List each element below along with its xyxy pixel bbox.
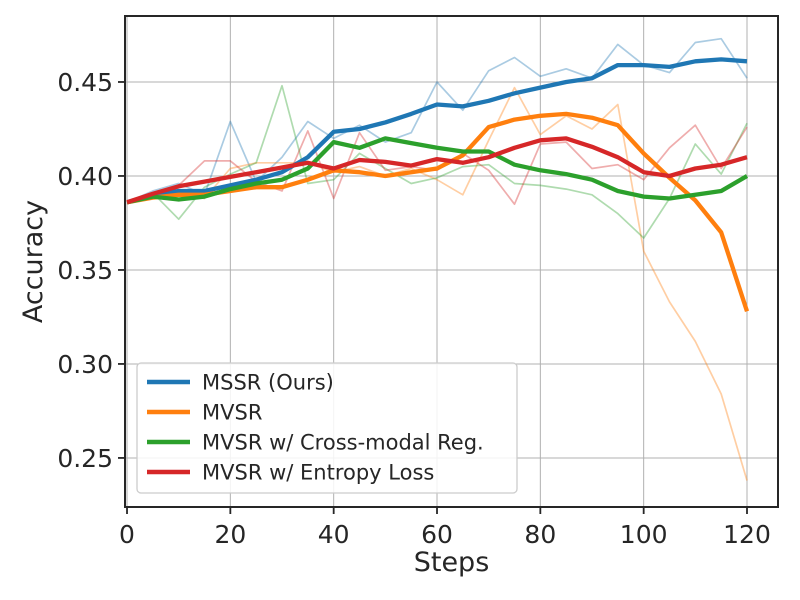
axes-ticks: 0.25 0.30 0.35 0.40 0.45 0 20 40 60 80 100 120 — [57, 68, 771, 549]
x-tick-label-0: 0 — [119, 520, 135, 549]
y-tick-label-0.30: 0.30 — [57, 350, 113, 379]
legend-entry-mvsr: MVSR — [147, 401, 262, 425]
legend-entry-mssr: MSSR (Ours) — [147, 371, 334, 395]
y-axis-label: Accuracy — [18, 200, 49, 323]
series-lines — [126, 37, 750, 481]
y-tick-label-0.25: 0.25 — [57, 444, 113, 473]
x-tick-label-40: 40 — [318, 520, 350, 549]
x-tick-label-80: 80 — [524, 520, 556, 549]
legend-label-mssr: MSSR (Ours) — [202, 371, 334, 395]
x-tick-label-20: 20 — [214, 520, 246, 549]
y-tick-label-0.40: 0.40 — [57, 162, 113, 191]
legend-label-mvsr: MVSR — [202, 401, 262, 425]
legend-label-mvsr-cross-modal: MVSR w/ Cross-modal Reg. — [202, 431, 484, 455]
line-mssr — [126, 57, 748, 205]
legend-entry-mvsr-cross-modal: MVSR w/ Cross-modal Reg. — [147, 431, 484, 455]
legend-entry-mvsr-entropy: MVSR w/ Entropy Loss — [147, 461, 434, 485]
y-tick-label-0.35: 0.35 — [57, 256, 113, 285]
x-axis-label: Steps — [414, 547, 490, 578]
legend-label-mvsr-entropy: MVSR w/ Entropy Loss — [202, 461, 434, 485]
line-mvsr-raw — [126, 86, 748, 481]
y-tick-label-0.45: 0.45 — [57, 68, 113, 97]
x-tick-label-120: 120 — [723, 520, 771, 549]
line-mvsr-cross-modal-raw — [126, 84, 748, 239]
plot-border — [124, 15, 779, 508]
line-mvsr-cross-modal — [126, 136, 749, 205]
legend-box — [136, 362, 518, 494]
line-mvsr-entropy — [126, 136, 748, 205]
legend: MSSR (Ours) MVSR MVSR w/ Cross-modal Reg. M… — [136, 362, 518, 494]
x-tick-label-100: 100 — [620, 520, 668, 549]
x-tick-label-60: 60 — [421, 520, 453, 549]
